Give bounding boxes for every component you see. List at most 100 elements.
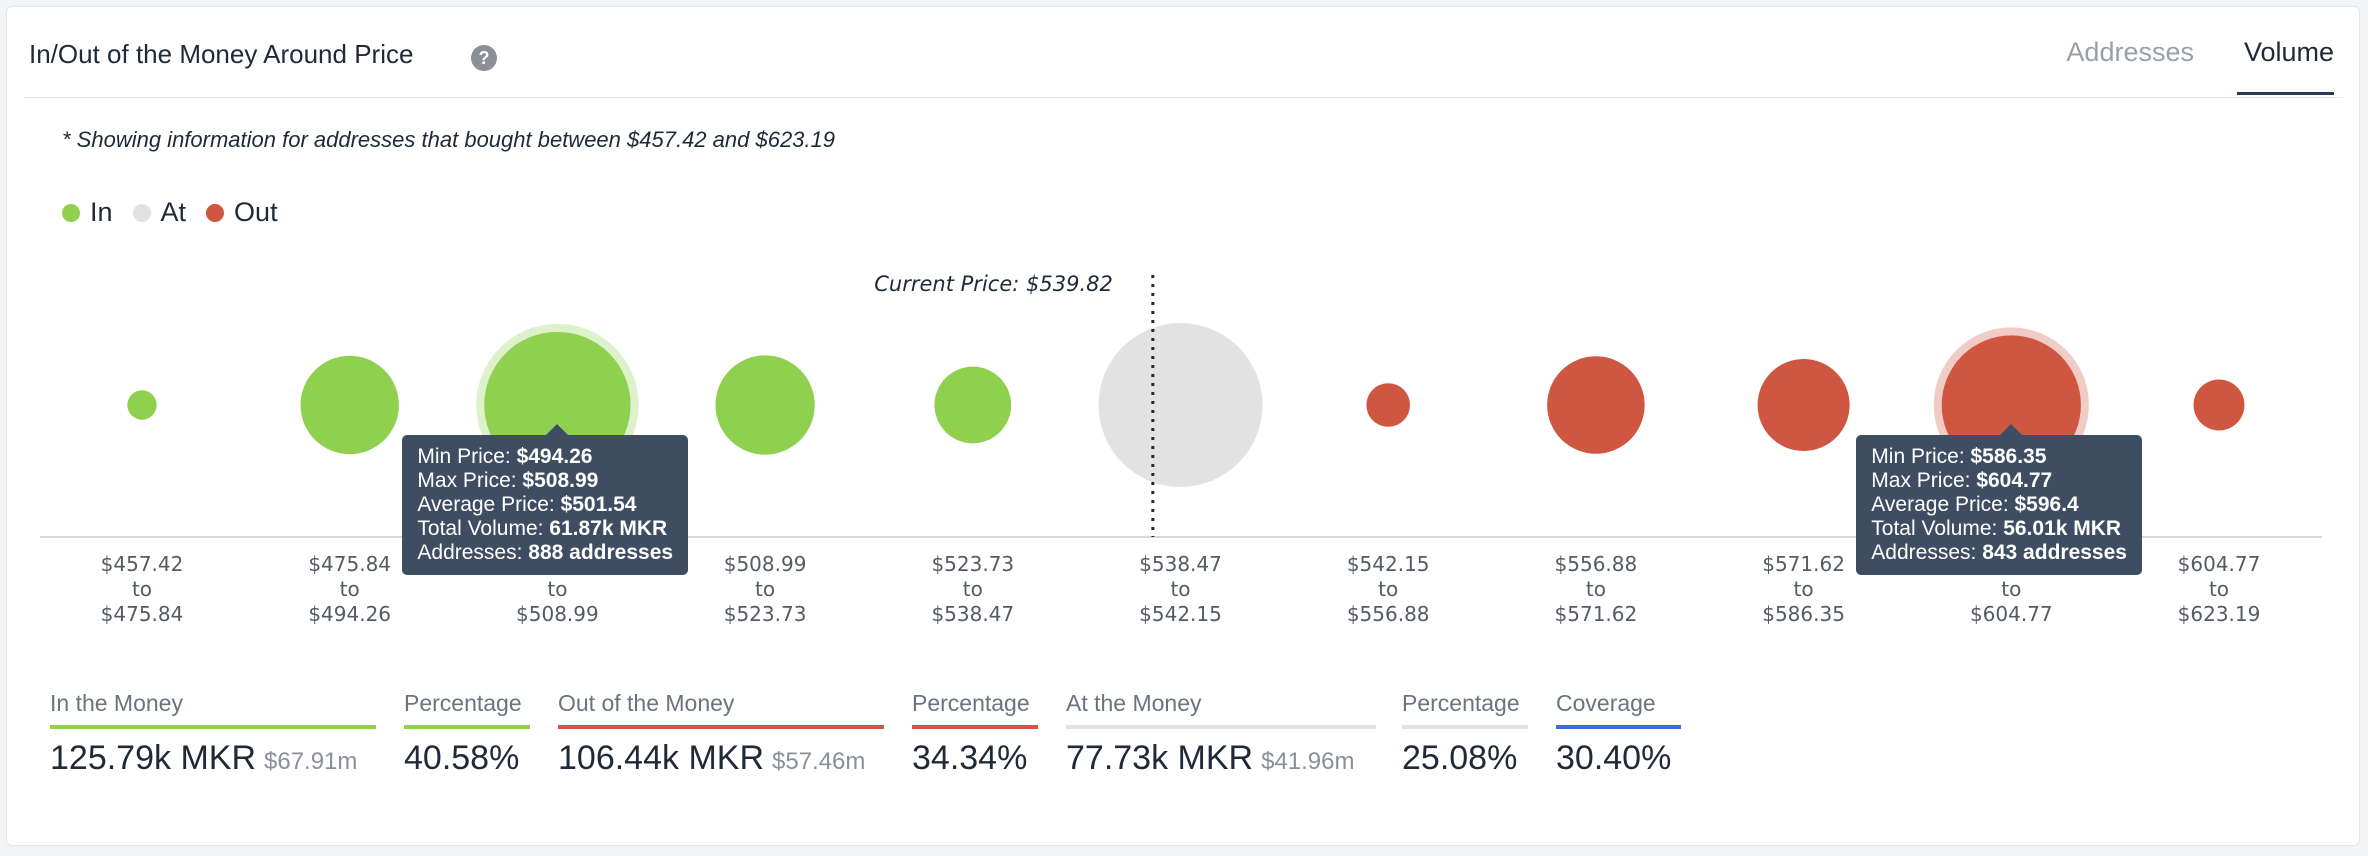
bubble-5[interactable] <box>1098 323 1263 487</box>
x-tick-label-8-1: to <box>1794 577 1814 601</box>
legend-label-in: In <box>90 197 113 227</box>
chart-legend: In At Out <box>62 197 298 228</box>
stat-value-row: 106.44k MKR $57.46m <box>558 739 884 778</box>
legend-item-in[interactable]: In <box>62 197 113 228</box>
stat-value-row: 34.34% <box>912 739 1038 778</box>
question-circle-icon[interactable]: ? <box>471 45 497 71</box>
x-tick-label-2-1: to <box>547 577 567 601</box>
stat-value: 30.40% <box>1556 739 1672 777</box>
x-tick-label-4-1: to <box>963 577 983 601</box>
x-tick-label-9-1: to <box>2001 577 2021 601</box>
legend-item-at[interactable]: At <box>132 197 187 228</box>
bubble-0[interactable] <box>127 390 157 420</box>
x-tick-label-0-0: $457.42 <box>101 552 184 576</box>
tooltip-row: Addresses: 843 addresses <box>1871 541 2127 565</box>
stat-color-bar <box>1556 725 1681 729</box>
tooltip-row: Max Price: $508.99 <box>417 469 673 493</box>
stat-color-bar <box>558 725 884 729</box>
x-tick-label-10-1: to <box>2209 577 2229 601</box>
tooltip-key: Addresses: <box>1871 541 1983 564</box>
stat-block: Out of the Money 106.44k MKR $57.46m <box>558 690 884 778</box>
tooltip-key: Average Price: <box>1871 493 2015 516</box>
stat-value-row: 40.58% <box>404 739 530 778</box>
bubble-1[interactable] <box>300 355 399 455</box>
stat-color-bar <box>912 725 1038 729</box>
page-title: In/Out of the Money Around Price <box>29 39 414 69</box>
range-note: * Showing information for addresses that… <box>62 127 835 152</box>
x-tick-label-7-0: $556.88 <box>1555 552 1638 576</box>
stat-color-bar <box>1066 725 1376 729</box>
stat-color-bar <box>50 725 376 729</box>
tooltip-key: Average Price: <box>417 493 561 516</box>
x-tick-label-4-0: $523.73 <box>931 552 1014 576</box>
tooltip-row: Addresses: 888 addresses <box>417 541 673 565</box>
tooltip-row: Min Price: $494.26 <box>417 445 673 469</box>
x-tick-label-8-2: $586.35 <box>1762 602 1845 626</box>
legend-label-at: At <box>160 197 187 227</box>
stat-value: 125.79k MKR <box>50 739 256 777</box>
header-divider <box>23 97 2343 98</box>
stat-label: Percentage <box>404 690 522 716</box>
x-tick-label-10-2: $623.19 <box>2178 602 2261 626</box>
x-tick-label-6-2: $556.88 <box>1347 602 1430 626</box>
bubble-tooltip: Min Price: $494.26 Max Price: $508.99 Aver… <box>402 435 689 575</box>
legend-item-out[interactable]: Out <box>206 197 278 228</box>
tooltip-key: Min Price: <box>1871 445 1971 468</box>
bubble-10[interactable] <box>2193 379 2245 431</box>
x-tick-label-6-1: to <box>1378 577 1398 601</box>
tooltip-row: Average Price: $596.4 <box>1871 493 2127 517</box>
tooltip-value: 843 addresses <box>1982 541 2127 564</box>
current-price-label: Current Price: $539.82 <box>874 272 1113 296</box>
x-tick-label-0-2: $475.84 <box>101 602 184 626</box>
x-tick-label-2-2: $508.99 <box>516 602 599 626</box>
stat-color-bar <box>1402 725 1528 729</box>
iomap-bubble-chart: $457.42to$475.84$475.84to$494.26$494.26t… <box>40 272 2322 626</box>
stat-block: Percentage 25.08% <box>1402 690 1528 778</box>
tooltip-value: $604.77 <box>1976 469 2053 492</box>
tab-volume[interactable]: Volume <box>2243 37 2334 67</box>
stat-label: In the Money <box>50 690 183 716</box>
tooltip-value: $494.26 <box>516 445 593 468</box>
tooltip-value: 56.01k MKR <box>2003 517 2122 540</box>
tooltip-value: $501.54 <box>560 493 637 516</box>
bubble-7[interactable] <box>1547 356 1645 454</box>
tooltip-key: Addresses: <box>417 541 529 564</box>
stat-value-row: 77.73k MKR $41.96m <box>1066 739 1376 778</box>
x-tick-label-5-0: $538.47 <box>1139 552 1222 576</box>
stat-value: 34.34% <box>912 739 1028 777</box>
stat-value: 106.44k MKR <box>558 739 764 777</box>
stat-value-row: 125.79k MKR $67.91m <box>50 739 376 778</box>
stat-subvalue: $57.46m <box>772 748 866 775</box>
x-tick-label-0-1: to <box>132 577 152 601</box>
stat-value: 77.73k MKR <box>1066 739 1254 777</box>
stat-value-row: 25.08% <box>1402 739 1528 778</box>
tooltip-row: Max Price: $604.77 <box>1871 469 2127 493</box>
x-tick-label-10-0: $604.77 <box>2178 552 2261 576</box>
tooltip-key: Total Volume: <box>1871 517 2004 540</box>
stat-value: 40.58% <box>404 739 520 777</box>
legend-label-out: Out <box>234 197 278 227</box>
bubble-8[interactable] <box>1757 358 1850 452</box>
stat-block: In the Money 125.79k MKR $67.91m <box>50 690 376 778</box>
bubble-3[interactable] <box>715 355 815 455</box>
stat-subvalue: $41.96m <box>1261 748 1355 775</box>
stat-label: Percentage <box>1402 690 1520 716</box>
x-tick-label-3-2: $523.73 <box>724 602 807 626</box>
bubble-4[interactable] <box>934 366 1012 444</box>
stat-value: 25.08% <box>1402 739 1518 777</box>
x-tick-label-8-0: $571.62 <box>1762 552 1845 576</box>
x-tick-label-1-2: $494.26 <box>308 602 391 626</box>
stat-label: Percentage <box>912 690 1030 716</box>
x-tick-label-3-1: to <box>755 577 775 601</box>
legend-dot-at <box>132 203 151 222</box>
stat-block: Percentage 34.34% <box>912 690 1038 778</box>
x-tick-label-7-1: to <box>1586 577 1606 601</box>
tooltip-key: Total Volume: <box>417 517 550 540</box>
bubble-6[interactable] <box>1366 383 1411 427</box>
tab-addresses[interactable]: Addresses <box>2066 37 2194 67</box>
tooltip-key: Max Price: <box>1871 469 1977 492</box>
tooltip-row: Min Price: $586.35 <box>1871 445 2127 469</box>
active-tab-indicator <box>2237 92 2334 95</box>
tooltip-row: Average Price: $501.54 <box>417 493 673 517</box>
tooltip-value: 888 addresses <box>528 541 674 564</box>
